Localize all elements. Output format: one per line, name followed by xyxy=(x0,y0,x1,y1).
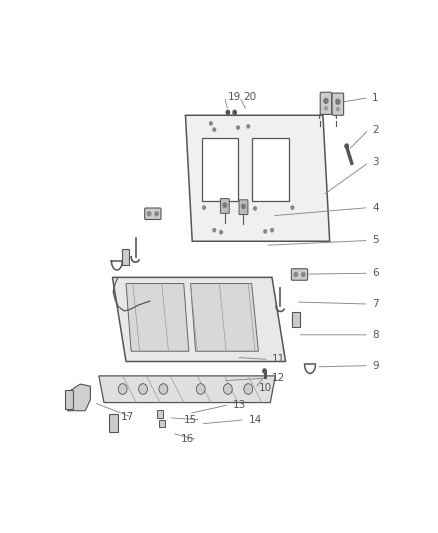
Circle shape xyxy=(271,229,273,232)
Text: 2: 2 xyxy=(372,125,379,135)
Text: 3: 3 xyxy=(372,157,379,167)
Circle shape xyxy=(301,272,305,277)
Circle shape xyxy=(336,108,339,111)
Circle shape xyxy=(233,110,237,115)
Polygon shape xyxy=(185,115,330,241)
Polygon shape xyxy=(113,277,286,361)
Text: 5: 5 xyxy=(372,236,379,245)
FancyBboxPatch shape xyxy=(320,92,332,115)
Circle shape xyxy=(242,204,245,208)
Polygon shape xyxy=(67,384,90,411)
Circle shape xyxy=(336,99,340,104)
Circle shape xyxy=(237,126,240,129)
Polygon shape xyxy=(293,312,300,327)
Circle shape xyxy=(196,384,205,394)
Circle shape xyxy=(264,230,267,233)
Circle shape xyxy=(325,107,327,110)
Circle shape xyxy=(213,128,215,131)
FancyBboxPatch shape xyxy=(332,93,344,115)
Circle shape xyxy=(263,369,266,373)
Text: 12: 12 xyxy=(272,373,286,383)
Bar xyxy=(159,420,165,427)
Bar xyxy=(156,409,163,418)
Circle shape xyxy=(148,212,151,216)
Text: 14: 14 xyxy=(248,415,261,425)
Text: 18: 18 xyxy=(131,311,145,321)
Circle shape xyxy=(294,272,297,277)
Circle shape xyxy=(254,207,256,210)
Circle shape xyxy=(159,384,168,394)
Circle shape xyxy=(203,206,205,209)
Polygon shape xyxy=(191,284,258,351)
Circle shape xyxy=(324,99,328,103)
Text: 13: 13 xyxy=(233,400,247,409)
FancyBboxPatch shape xyxy=(239,200,248,215)
Text: 7: 7 xyxy=(372,299,379,309)
Polygon shape xyxy=(122,249,130,265)
FancyBboxPatch shape xyxy=(145,208,161,220)
Polygon shape xyxy=(65,390,74,409)
FancyBboxPatch shape xyxy=(220,199,229,213)
Circle shape xyxy=(118,384,127,394)
Polygon shape xyxy=(251,138,289,201)
Circle shape xyxy=(244,384,253,394)
Text: 1: 1 xyxy=(372,93,379,103)
Text: 15: 15 xyxy=(184,415,197,425)
Text: 8: 8 xyxy=(372,330,379,340)
Circle shape xyxy=(213,229,215,232)
Circle shape xyxy=(138,384,148,394)
FancyBboxPatch shape xyxy=(291,269,307,280)
Text: 6: 6 xyxy=(372,268,379,278)
Circle shape xyxy=(155,212,158,216)
Text: 16: 16 xyxy=(180,434,194,445)
Text: 11: 11 xyxy=(272,354,286,365)
Circle shape xyxy=(209,122,212,125)
Text: 20: 20 xyxy=(244,92,257,102)
Polygon shape xyxy=(202,138,238,201)
Circle shape xyxy=(220,231,223,234)
Text: 9: 9 xyxy=(372,361,379,370)
Text: 19: 19 xyxy=(228,92,241,102)
Circle shape xyxy=(223,203,226,207)
Polygon shape xyxy=(109,414,117,432)
Circle shape xyxy=(226,110,230,115)
Text: 4: 4 xyxy=(372,203,379,213)
Circle shape xyxy=(223,384,232,394)
Polygon shape xyxy=(126,284,189,351)
Circle shape xyxy=(345,144,348,148)
Circle shape xyxy=(247,125,250,128)
Text: 17: 17 xyxy=(121,412,134,422)
Polygon shape xyxy=(99,376,276,402)
Circle shape xyxy=(291,206,294,209)
Text: 10: 10 xyxy=(259,383,272,393)
